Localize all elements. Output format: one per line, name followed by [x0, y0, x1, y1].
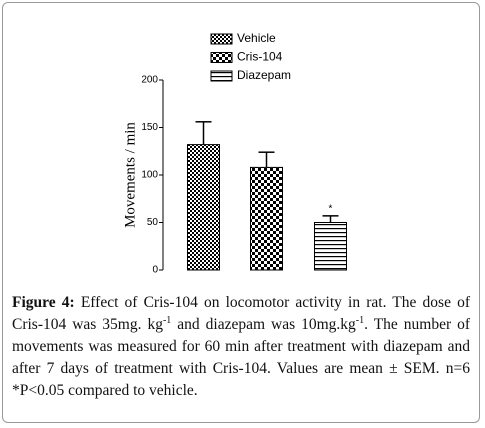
y-tick-label: 50: [147, 217, 159, 228]
bar: [314, 222, 347, 271]
caption-text: Effect of Cris-104 on locomotor activity…: [12, 294, 470, 333]
legend-label: Diazepam: [237, 68, 291, 82]
y-tick-label: 200: [141, 75, 158, 86]
legend-swatch: [210, 70, 233, 82]
bar: [187, 144, 220, 271]
figure-frame: [2, 2, 480, 423]
y-tick-label: 100: [141, 170, 158, 181]
caption-label: Figure 4:: [12, 294, 75, 311]
caption-text: . The number of movements was measured f…: [12, 316, 471, 399]
y-axis-label: Movements / min: [122, 122, 138, 228]
bar: [250, 166, 283, 271]
superscript: -1: [162, 314, 172, 326]
y-tick-label: 150: [141, 122, 158, 133]
caption: Figure 4: Effect of Cris-104 on locomoto…: [12, 292, 470, 402]
chart: Movements / min 0 50 100 150 200 Vehicle Cris-…: [122, 31, 347, 276]
annotation: *: [329, 203, 333, 214]
superscript: -1: [355, 314, 365, 326]
legend-label: Cris-104: [237, 50, 283, 64]
legend-label: Vehicle: [237, 31, 276, 45]
caption-text: and diazepam was 10mg.kg: [177, 316, 356, 333]
legend-swatch: [210, 33, 233, 45]
y-tick-label: 0: [152, 265, 158, 276]
legend-swatch: [210, 52, 233, 63]
